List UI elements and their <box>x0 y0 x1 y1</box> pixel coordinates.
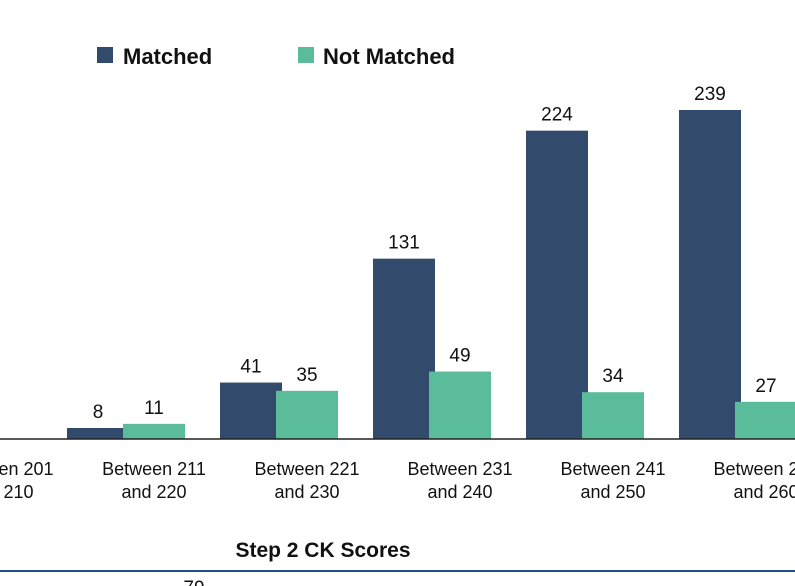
bar-not-matched-5 <box>735 401 795 439</box>
bar-not-matched-1 <box>123 423 185 439</box>
bar-matched-4 <box>526 130 588 439</box>
data-label-not-matched-1: 11 <box>144 398 164 419</box>
legend-swatch-matched <box>97 47 113 63</box>
bar-not-matched-2 <box>276 390 338 439</box>
data-label-matched-5: 239 <box>694 84 726 105</box>
bar-matched-3 <box>373 258 435 439</box>
bar-matched-5 <box>679 110 741 439</box>
bar-not-matched-3 <box>429 371 491 439</box>
x-tick-label-5: Between 251and 260 <box>713 459 795 502</box>
data-label-not-matched-5: 27 <box>755 376 776 397</box>
x-tick-label-1: Between 211 and 220 <box>102 459 206 502</box>
data-label-not-matched-4: 34 <box>602 366 624 387</box>
x-tick-label-0: Between 201and 210 <box>0 459 54 502</box>
bars-group <box>67 110 795 439</box>
data-label-matched-3: 131 <box>388 233 420 254</box>
bar-not-matched-4 <box>582 392 644 439</box>
data-label-matched-4: 224 <box>541 105 573 126</box>
bar-matched-2 <box>220 382 282 439</box>
data-label-not-matched-2: 35 <box>296 365 317 386</box>
legend-label-not-matched: Not Matched <box>323 44 455 69</box>
legend-label-matched: Matched <box>123 44 212 69</box>
x-tick-label-3: Between 231 and 240 <box>407 459 512 502</box>
data-label-matched-2: 41 <box>240 357 261 378</box>
data-label-not-matched-3: 49 <box>449 346 470 367</box>
value-labels-group: 08114135131492243423927 <box>93 84 777 423</box>
legend-swatch-not-matched <box>298 47 314 63</box>
clipped-label-below: 79 <box>183 578 204 586</box>
x-tick-label-2: Between 221 and 230 <box>254 459 359 502</box>
x-tick-label-4: Between 241 and 250 <box>560 459 665 502</box>
legend: Matched Not Matched <box>97 44 455 69</box>
data-label-matched-1: 8 <box>93 402 104 423</box>
bar-matched-1 <box>67 427 129 439</box>
x-axis-title: Step 2 CK Scores <box>235 539 410 562</box>
